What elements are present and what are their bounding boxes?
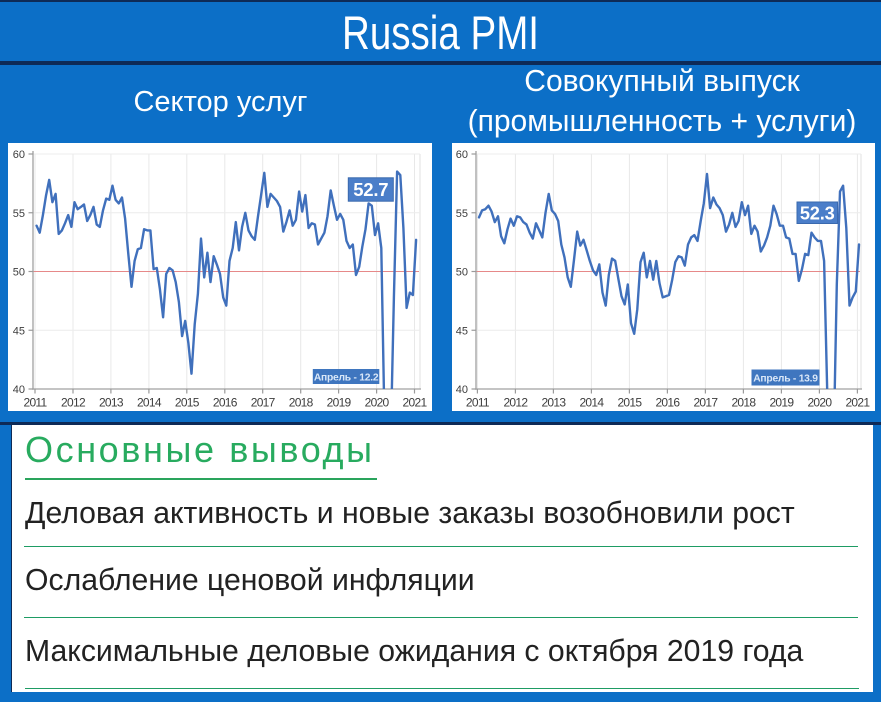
svg-text:2014: 2014	[579, 396, 604, 410]
svg-text:52.7: 52.7	[353, 179, 388, 200]
svg-text:2019: 2019	[769, 396, 794, 410]
svg-text:2017: 2017	[251, 396, 276, 410]
svg-text:2021: 2021	[403, 396, 428, 410]
svg-text:2016: 2016	[213, 396, 238, 410]
svg-text:2016: 2016	[655, 396, 680, 410]
svg-text:2015: 2015	[617, 396, 642, 410]
svg-text:50: 50	[13, 267, 25, 279]
svg-text:2012: 2012	[61, 396, 86, 410]
svg-text:2020: 2020	[807, 396, 832, 410]
svg-text:2012: 2012	[503, 396, 528, 410]
svg-text:45: 45	[456, 325, 468, 337]
svg-text:2017: 2017	[693, 396, 718, 410]
svg-text:2020: 2020	[365, 396, 390, 410]
svg-text:2014: 2014	[137, 396, 162, 410]
svg-text:55: 55	[456, 208, 468, 220]
svg-text:2013: 2013	[541, 396, 566, 410]
svg-text:2015: 2015	[175, 396, 200, 410]
svg-text:2011: 2011	[23, 396, 47, 410]
svg-text:Апрель - 12.2: Апрель - 12.2	[314, 373, 379, 384]
svg-text:50: 50	[456, 267, 468, 279]
svg-text:55: 55	[13, 208, 25, 220]
svg-text:40: 40	[456, 384, 468, 396]
svg-text:60: 60	[13, 149, 25, 161]
svg-text:45: 45	[13, 325, 25, 337]
svg-text:2021: 2021	[845, 396, 870, 410]
svg-text:52.3: 52.3	[800, 203, 835, 223]
svg-text:2018: 2018	[289, 396, 314, 410]
svg-text:2013: 2013	[99, 396, 124, 410]
svg-text:2019: 2019	[327, 396, 352, 410]
svg-text:2018: 2018	[731, 396, 756, 410]
svg-text:Апрель - 13.9: Апрель - 13.9	[753, 374, 818, 385]
svg-text:40: 40	[13, 384, 25, 396]
svg-text:2011: 2011	[466, 396, 490, 410]
svg-text:60: 60	[456, 149, 468, 161]
